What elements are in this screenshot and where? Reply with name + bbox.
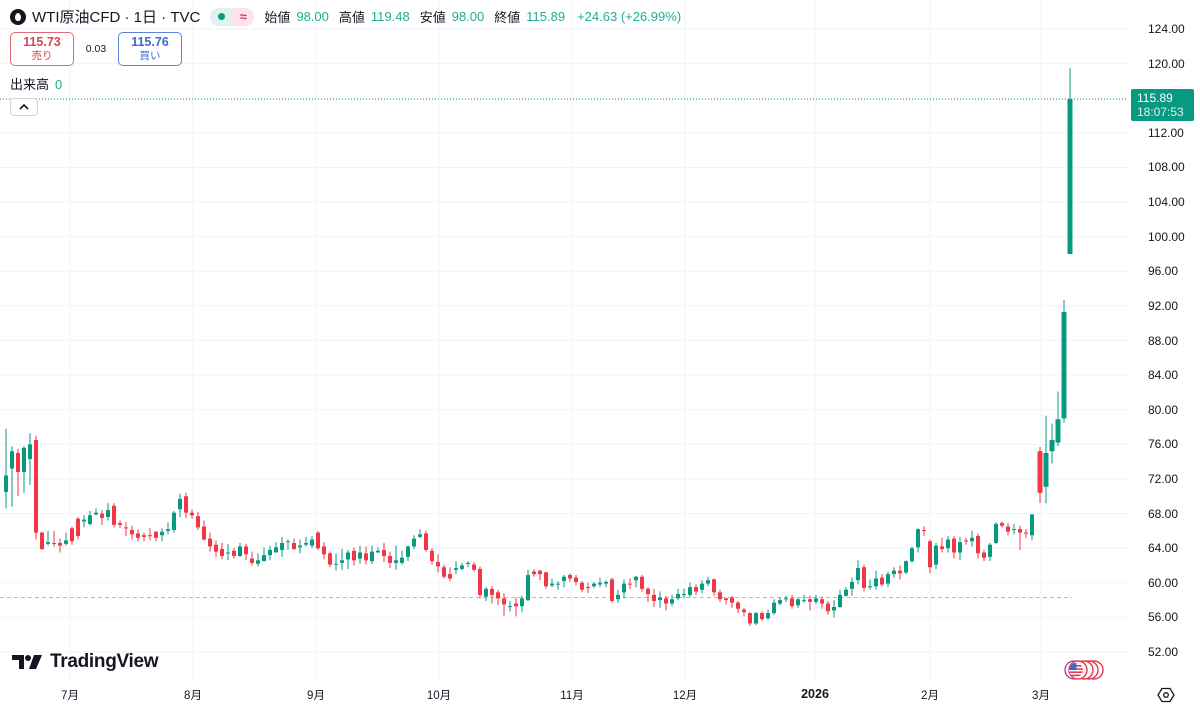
symbol-title[interactable]: WTI原油CFD · 1日 · TVC [32, 9, 201, 26]
high-label: 高値 [338, 10, 365, 25]
time-tick: 2026 [801, 687, 829, 701]
time-tick: 12月 [672, 690, 698, 702]
price-tick: 96.00 [1148, 264, 1179, 279]
close-label: 終値 [494, 10, 521, 25]
price-tick: 52.00 [1148, 645, 1179, 660]
delayed-data-icon: ≈ [232, 7, 255, 26]
buy-button[interactable]: 115.76 買い [118, 32, 182, 66]
collapse-legend-button[interactable] [10, 98, 38, 116]
oil-drop-icon [10, 8, 26, 25]
price-tick: 68.00 [1148, 506, 1179, 521]
price-tick: 72.00 [1148, 471, 1179, 486]
sell-price: 115.73 [23, 35, 61, 49]
volume-value: 0 [55, 77, 63, 92]
market-open-icon [210, 7, 233, 26]
volume-indicator[interactable]: 出来高 0 [10, 74, 62, 93]
price-tick: 92.00 [1148, 298, 1179, 313]
symbol-legend: WTI原油CFD · 1日 · TVC ≈ 始値 98.00 高値 119.48 安… [10, 6, 681, 27]
time-tick: 7月 [61, 690, 79, 702]
spread-value: 0.03 [85, 43, 107, 55]
close-value: 115.89 [526, 9, 566, 24]
sell-label: 売り [31, 50, 53, 62]
last-price-value: 115.89 [1137, 91, 1173, 105]
settings-icon[interactable] [1157, 686, 1175, 704]
high-value: 119.48 [370, 9, 410, 24]
open-label: 始値 [264, 10, 291, 25]
tradingview-logo[interactable]: TradingView [12, 651, 159, 673]
price-tick: 104.00 [1148, 195, 1185, 210]
bar-countdown: 18:07:53 [1137, 105, 1184, 119]
price-tick: 60.00 [1148, 575, 1179, 590]
price-tick: 76.00 [1148, 437, 1179, 452]
price-tick: 100.00 [1148, 229, 1185, 244]
buy-price: 115.76 [131, 35, 169, 49]
price-tick: 120.00 [1148, 56, 1185, 71]
last-price-label: 115.89 18:07:53 [1131, 89, 1194, 121]
tradingview-logo-icon [12, 655, 42, 669]
brand-name: TradingView [50, 651, 159, 672]
price-tick: 112.00 [1148, 125, 1184, 140]
time-tick: 8月 [184, 690, 202, 702]
time-tick: 3月 [1032, 690, 1050, 702]
market-status-pill[interactable]: ≈ [210, 7, 255, 26]
price-tick: 84.00 [1148, 368, 1179, 383]
open-value: 98.00 [296, 9, 329, 24]
price-tick: 108.00 [1148, 160, 1185, 175]
chevron-up-icon [19, 104, 29, 110]
trade-panel: 115.73 売り 0.03 115.76 買い [10, 32, 182, 66]
time-tick: 2月 [921, 690, 939, 702]
price-tick: 56.00 [1148, 610, 1179, 625]
change-value: +24.63 (+26.99%) [577, 9, 682, 24]
buy-label: 買い [139, 50, 161, 62]
time-tick: 9月 [307, 690, 325, 702]
volume-label: 出来高 [10, 77, 50, 92]
sell-button[interactable]: 115.73 売り [10, 32, 74, 66]
low-value: 98.00 [451, 9, 485, 24]
time-tick: 11月 [560, 690, 584, 702]
time-tick: 10月 [426, 690, 452, 702]
price-tick: 88.00 [1148, 333, 1179, 348]
low-label: 安値 [419, 10, 446, 25]
price-tick: 64.00 [1148, 541, 1179, 556]
us-flag-icon [1069, 663, 1083, 677]
price-tick: 80.00 [1148, 402, 1179, 417]
economic-events-markers[interactable] [1060, 660, 1106, 680]
price-tick: 124.00 [1148, 22, 1185, 36]
